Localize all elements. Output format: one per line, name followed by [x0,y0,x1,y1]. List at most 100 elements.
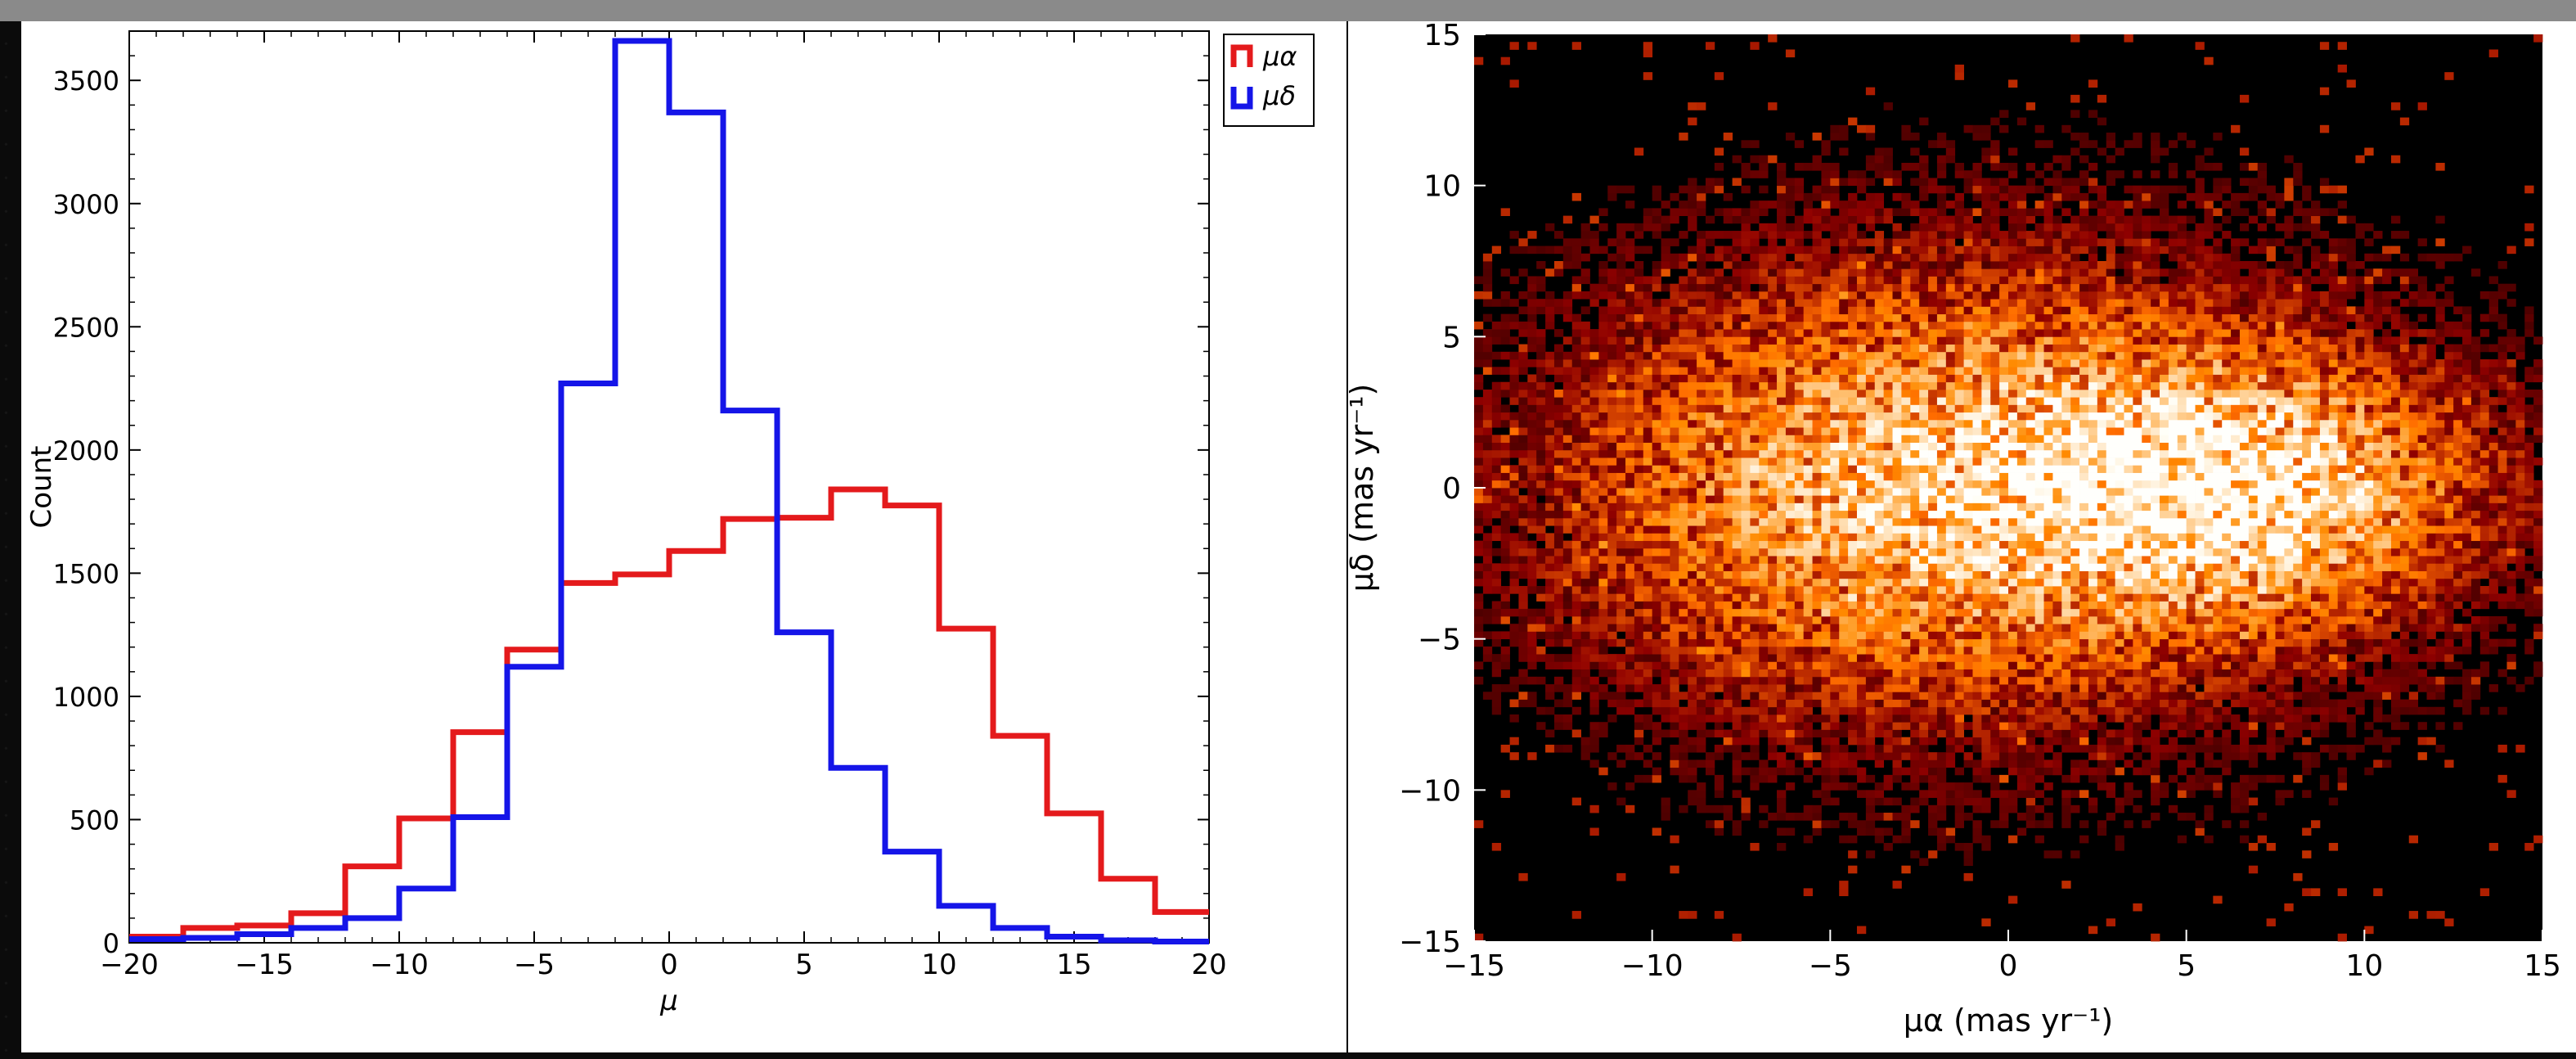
heatmap-cell [1688,480,1697,489]
heatmap-cell [1786,193,1795,201]
heatmap-cell [1813,548,1822,557]
heatmap-cell [1572,616,1581,624]
heatmap-cell [1607,511,1616,519]
heatmap-cell [1501,457,1510,466]
heatmap-cell [1875,246,1884,255]
heatmap-cell [1768,669,1777,678]
heatmap-cell [1848,238,1857,246]
heatmap-cell [1910,163,1919,171]
heatmap-cell [1697,692,1706,700]
heatmap-cell [1990,148,1999,156]
heatmap-cell [1928,480,1937,489]
heatmap-cell [1706,548,1715,557]
heatmap-cell [1563,299,1572,307]
heatmap-cell [1742,518,1751,526]
heatmap-cell [2008,268,2017,277]
heatmap-cell [2035,284,2044,292]
heatmap-cell [1679,284,1688,292]
heatmap-cell [1955,511,1964,519]
heatmap-cell [1554,624,1563,632]
heatmap-cell [1527,511,1536,519]
heatmap-cell [1768,525,1777,534]
heatmap-cell [1688,193,1697,201]
heatmap-cell [1821,729,1830,737]
heatmap-cell [2035,261,2044,269]
heatmap-cell [1857,609,1866,617]
heatmap-cell [1866,88,1875,96]
heatmap-cell [1910,450,1919,458]
heatmap-cell [1733,661,1742,669]
heatmap-cell [1972,382,1981,390]
heatmap-cell [1937,412,1946,421]
heatmap-cell [2026,306,2035,314]
heatmap-cell [1848,850,1857,858]
heatmap-cell [1527,465,1536,473]
heatmap-cell [1937,201,1946,209]
heatmap-cell [1581,375,1590,383]
heatmap-cell [1742,186,1751,194]
heatmap-cell [1901,367,1910,375]
heatmap-cell [1634,329,1643,337]
heatmap-cell [2026,276,2035,284]
heatmap-cell [1581,533,1590,541]
heatmap-cell [1893,571,1902,579]
heatmap-cell [1937,602,1946,610]
heatmap-cell [2044,677,2053,685]
heatmap-cell [1581,397,1590,405]
heatmap-cell [1670,314,1679,322]
heatmap-cell [1999,163,2008,171]
heatmap-cell [1777,352,1786,360]
heatmap-cell [1990,367,1999,375]
heatmap-cell [1946,579,1955,587]
heatmap-cell [1999,420,2008,428]
heatmap-cell [1581,276,1590,284]
heatmap-cell [1928,291,1937,300]
x-tick-label: 15 [1056,949,1091,981]
heatmap-cell [1910,661,1919,669]
heatmap-cell [1893,836,1902,844]
heatmap-cell [1839,548,1848,557]
heatmap-cell [2026,322,2035,330]
heatmap-cell [2017,502,2026,511]
heatmap-cell [1830,412,1839,421]
heatmap-cell [1589,707,1598,715]
heatmap-cell [1804,759,1813,768]
heatmap-cell [1581,624,1590,632]
heatmap-cell [1830,782,1839,791]
heatmap-cell [1813,556,1822,564]
heatmap-cell [2008,246,2017,255]
heatmap-cell [1733,541,1742,549]
heatmap-cell [1670,677,1679,685]
heatmap-cell [1937,435,1946,443]
heatmap-cell [1706,314,1715,322]
heatmap-cell [1795,714,1804,723]
heatmap-cell [1848,714,1857,723]
heatmap-cell [1946,661,1955,669]
heatmap-cell [1589,677,1598,685]
heatmap-cell [1652,457,1661,466]
heatmap-cell [1866,518,1875,526]
heatmap-cell [1830,511,1839,519]
heatmap-cell [1821,284,1830,292]
heatmap-cell [1866,525,1875,534]
heatmap-cell [2008,533,2017,541]
heatmap-cell [1990,390,1999,398]
heatmap-cell [1688,397,1697,405]
heatmap-cell [1857,276,1866,284]
heatmap-cell [1839,525,1848,534]
heatmap-cell [1554,684,1563,692]
heatmap-cell [1670,602,1679,610]
heatmap-cell [1733,473,1742,481]
heatmap-cell [1928,714,1937,723]
heatmap-cell [1589,412,1598,421]
heatmap-cell [1786,420,1795,428]
heatmap-cell [1839,556,1848,564]
heatmap-cell [1474,435,1483,443]
heatmap-cell [1901,329,1910,337]
heatmap-cell [1937,140,1946,148]
heatmap-cell [1518,412,1527,421]
heatmap-cell [1634,435,1643,443]
heatmap-cell [1884,397,1893,405]
heatmap-cell [1981,223,1990,232]
heatmap-cell [1750,714,1759,723]
